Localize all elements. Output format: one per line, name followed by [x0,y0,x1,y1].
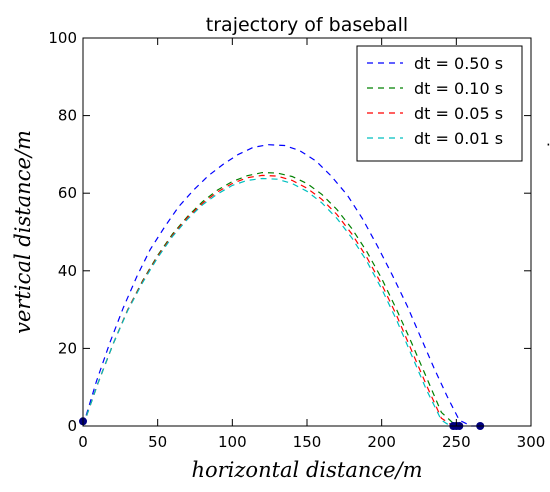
x-tick-label: 100 [218,433,247,451]
x-tick-label: 300 [517,433,546,451]
legend: dt = 0.50 s dt = 0.10 s dt = 0.05 s dt = 0.… [356,45,523,162]
y-tick-label: 0 [67,417,77,435]
stray-tick-mark: · [546,136,550,154]
chart-title: trajectory of baseball [206,14,408,36]
y-tick-label: 40 [58,262,77,280]
y-tick-label: 20 [58,339,77,357]
y-tick-label: 100 [48,29,77,47]
x-tick-label: 250 [442,433,471,451]
legend-box [356,45,523,162]
tick-layer: 0 50 100 150 200 250 300 0 20 40 60 80 100 [48,29,545,451]
series-layer [82,144,481,427]
x-tick-label: 150 [293,433,322,451]
y-axis-label: vertical distance/m [11,130,35,334]
x-axis-label: horizontal distance/m [191,458,422,482]
x-tick-label: 200 [367,433,396,451]
x-tick-label: 0 [78,433,88,451]
x-tick-label: 50 [148,433,167,451]
y-tick-label: 60 [58,184,77,202]
legend-label-4: dt = 0.01 s [414,129,503,148]
legend-label-2: dt = 0.10 s [414,79,503,98]
legend-label-3: dt = 0.05 s [414,104,503,123]
legend-label-1: dt = 0.50 s [414,54,503,73]
y-tick-label: 80 [58,107,77,125]
series-line-1 [82,144,481,427]
series-line-4 [82,177,454,427]
